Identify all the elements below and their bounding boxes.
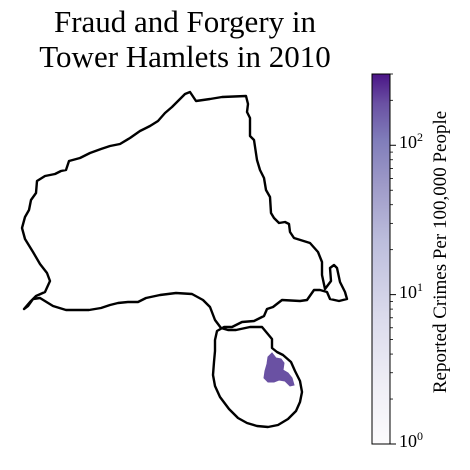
colorbar-tick-label: 100 [399,431,423,452]
colorbar-label-text: Reported Crimes Per 100,000 People [430,111,452,393]
colorbar-ticks [390,74,396,444]
colorbar-gradient [372,74,390,444]
colorbar-tick-label: 102 [399,132,423,153]
colorbar-tick-label: 101 [399,282,423,303]
